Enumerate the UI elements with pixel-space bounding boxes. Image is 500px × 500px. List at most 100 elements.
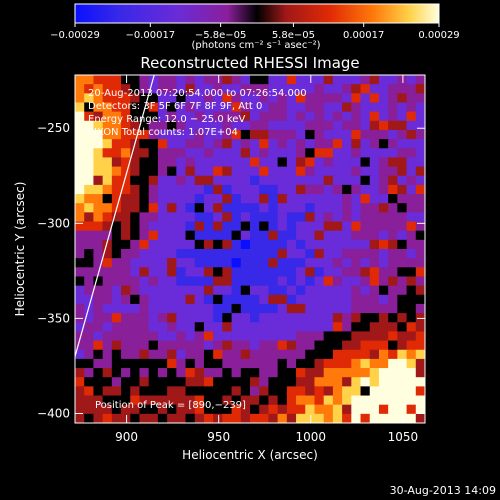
heatmap-cell [84, 349, 95, 360]
heatmap-cell [222, 413, 233, 423]
heatmap-cell [286, 349, 297, 360]
heatmap-cell [286, 377, 297, 387]
heatmap-cell [222, 349, 233, 360]
heatmap-cell [406, 111, 417, 122]
heatmap-cell [139, 102, 150, 113]
heatmap-cell [231, 322, 242, 333]
colorbar-tick-label: −0.00029 [50, 30, 100, 41]
heatmap-cell [415, 285, 425, 296]
heatmap-cell [388, 239, 398, 250]
heatmap-cell [369, 368, 380, 378]
heatmap-cell [176, 349, 187, 360]
heatmap-cell [176, 239, 187, 250]
heatmap-cell [102, 340, 113, 351]
heatmap-cell [213, 129, 223, 140]
heatmap-cell [259, 157, 270, 168]
heatmap-cell [139, 93, 150, 104]
heatmap-cell [93, 413, 104, 423]
heatmap-cell [222, 358, 233, 369]
heatmap-cell [388, 349, 398, 360]
heatmap-cell [148, 212, 159, 223]
heatmap-cell [250, 203, 260, 213]
heatmap-cell [194, 285, 205, 296]
heatmap-cell [121, 303, 131, 314]
heatmap-cell [148, 249, 159, 259]
heatmap-cell [369, 322, 380, 333]
heatmap-cell [185, 303, 196, 314]
heatmap-cell [203, 413, 214, 423]
heatmap-cell [194, 93, 205, 104]
heatmap-cell [176, 139, 187, 149]
heatmap-cell [360, 358, 371, 369]
heatmap-cell [157, 267, 168, 278]
heatmap-cell [111, 84, 122, 94]
heatmap-cell [84, 139, 95, 149]
heatmap-cell [213, 203, 223, 213]
heatmap-cell [148, 75, 159, 85]
heatmap-cell [369, 413, 380, 423]
heatmap-cell [148, 331, 159, 342]
heatmap-cell [406, 120, 417, 131]
heatmap-cell [342, 404, 352, 415]
heatmap-cell [332, 331, 343, 342]
heatmap-cell [185, 157, 196, 168]
heatmap-cell [415, 212, 425, 223]
heatmap-cell [194, 395, 205, 406]
heatmap-cell [148, 111, 159, 122]
heatmap-cell [176, 413, 187, 423]
heatmap-cell [406, 75, 417, 85]
heatmap-cell [194, 386, 205, 397]
heatmap-cell [148, 368, 159, 378]
heatmap-cell [360, 276, 371, 287]
heatmap-cell [342, 93, 352, 104]
heatmap-cell [259, 111, 270, 122]
heatmap-cell [148, 157, 159, 168]
heatmap-cell [176, 331, 187, 342]
heatmap-cell [93, 148, 104, 159]
heatmap-cell [93, 221, 104, 232]
heatmap-cell [157, 184, 168, 195]
heatmap-cell [323, 340, 334, 351]
heatmap-cell [121, 349, 131, 360]
heatmap-cell [296, 184, 306, 195]
heatmap-cell [93, 111, 104, 122]
heatmap-cell [277, 93, 288, 104]
heatmap-cell [111, 331, 122, 342]
heatmap-cell [378, 294, 389, 305]
heatmap-cell [268, 285, 279, 296]
heatmap-cell [121, 386, 131, 397]
heatmap-cell [406, 102, 417, 113]
heatmap-cell [93, 93, 104, 104]
heatmap-cell [397, 276, 408, 287]
heatmap-cell [332, 276, 343, 287]
heatmap-cell [176, 313, 187, 323]
heatmap-cell [397, 84, 408, 94]
heatmap-cell [268, 413, 279, 423]
heatmap-cell [250, 331, 260, 342]
heatmap-cell [93, 276, 104, 287]
heatmap-cell [332, 294, 343, 305]
heatmap-cell [305, 358, 316, 369]
heatmap-cell [194, 148, 205, 159]
heatmap-cell [323, 349, 334, 360]
heatmap-cell [360, 75, 371, 85]
heatmap-cell [369, 184, 380, 195]
heatmap-cell [342, 84, 352, 94]
heatmap-cell [111, 212, 122, 223]
heatmap-cell [259, 230, 270, 241]
heatmap-cell [314, 368, 325, 378]
heatmap-cell [332, 212, 343, 223]
heatmap-cell [176, 221, 187, 232]
heatmap-cell [240, 184, 251, 195]
heatmap-cell [102, 111, 113, 122]
heatmap-cell [213, 230, 223, 241]
heatmap-cell [397, 157, 408, 168]
heatmap-cell [332, 322, 343, 333]
heatmap-cell [231, 184, 242, 195]
heatmap-cell [286, 322, 297, 333]
heatmap-cell [167, 129, 177, 140]
heatmap-cell [240, 203, 251, 213]
heatmap-cell [231, 294, 242, 305]
heatmap-cell [268, 322, 279, 333]
heatmap-cell [148, 129, 159, 140]
